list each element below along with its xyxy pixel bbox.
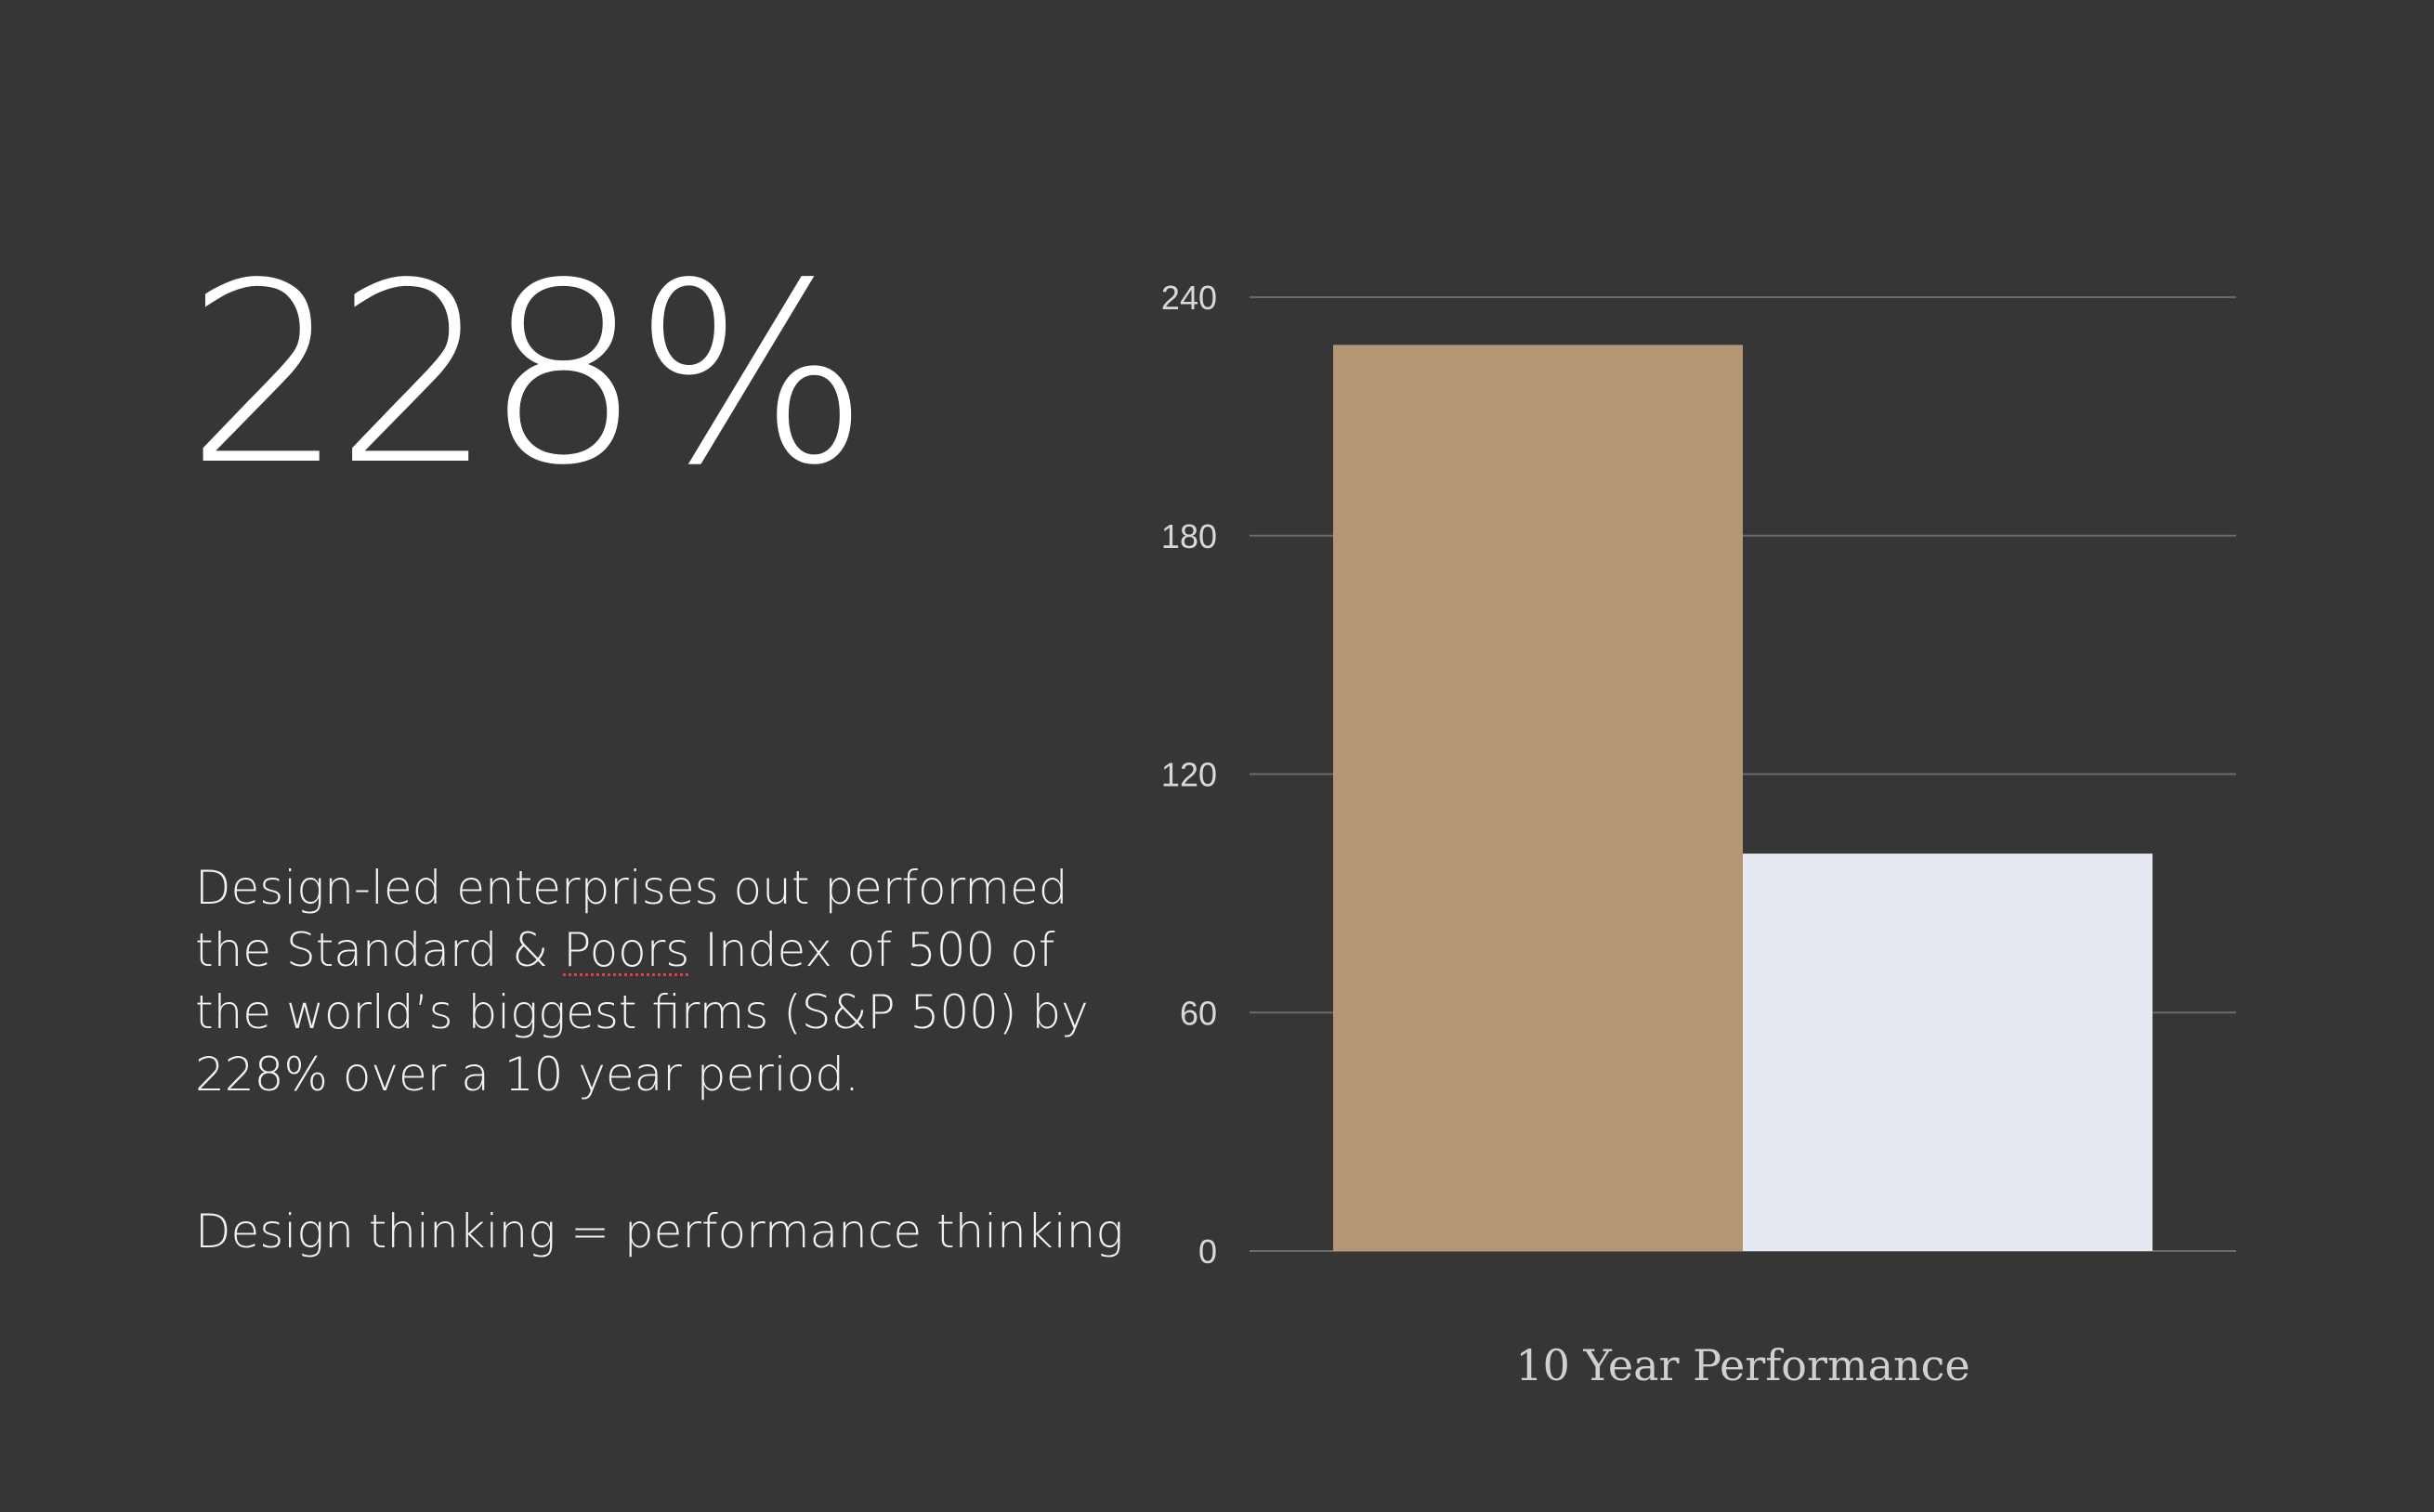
chart-bars <box>1333 345 2153 1252</box>
y-tick-label: 180 <box>1161 517 1217 555</box>
y-tick-label: 60 <box>1180 994 1217 1032</box>
tagline-text: Design thinking = performance thinking <box>195 1205 1124 1258</box>
y-tick-label: 120 <box>1161 756 1217 794</box>
description-underlined-word: Poors <box>563 923 690 977</box>
headline-stat: 228% <box>186 230 870 520</box>
description-text: Design-led enterprises out performed the… <box>195 857 1124 1106</box>
bar-2 <box>1743 854 2153 1251</box>
bar-1 <box>1333 345 1743 1252</box>
description-part-2: Index of 500 of the world’s biggest firm… <box>195 923 1089 1101</box>
x-axis-title: 10 Year Performance <box>1515 1340 1969 1390</box>
description-part-1: Design-led enterprises out performed the… <box>195 861 1068 977</box>
y-tick-label: 0 <box>1198 1232 1217 1271</box>
y-tick-label: 240 <box>1161 279 1217 317</box>
chart-y-tick-labels: 0 60 120 180 240 <box>1161 279 1217 1271</box>
